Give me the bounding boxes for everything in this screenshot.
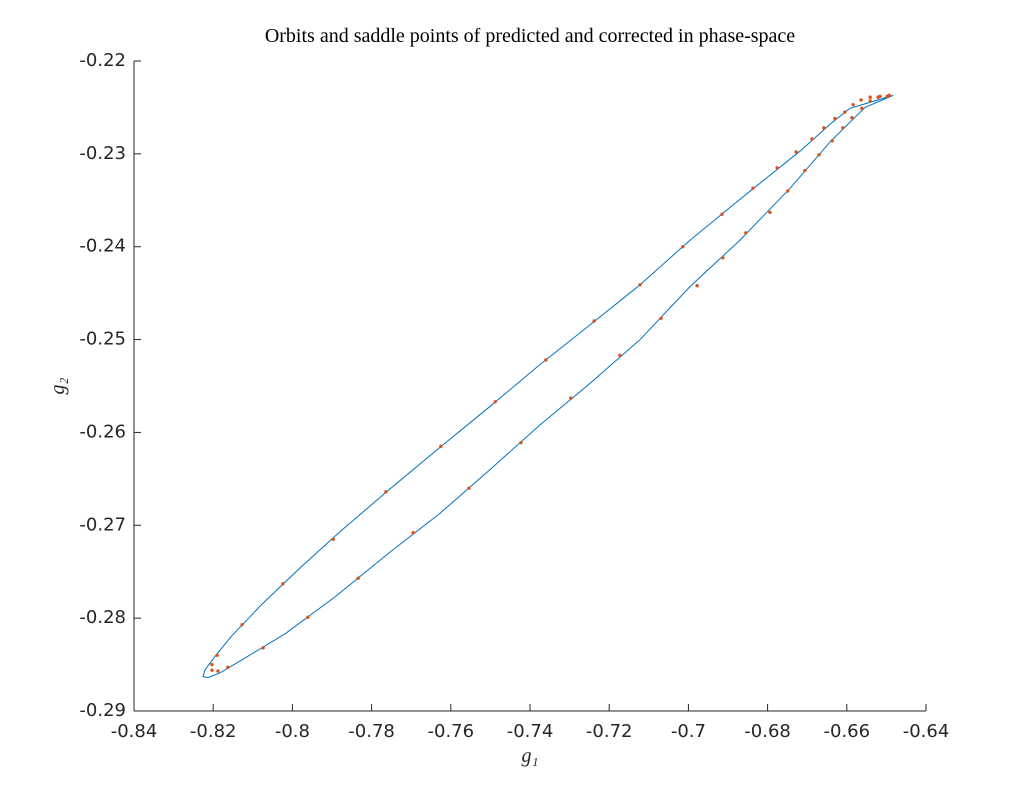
saddle-point <box>744 231 748 235</box>
saddle-point <box>210 662 214 667</box>
saddle-point <box>817 153 821 157</box>
saddle-point <box>876 95 880 99</box>
y-tick-label: -0.25 <box>79 329 126 350</box>
orbit-line <box>202 94 894 679</box>
saddle-point <box>860 106 864 111</box>
x-tick-label: -0.64 <box>903 721 950 742</box>
saddle-point <box>215 653 219 657</box>
saddle-point <box>306 615 310 619</box>
x-axis-label: g₁ <box>522 745 539 767</box>
saddle-point <box>851 102 855 107</box>
saddle-point <box>775 166 779 170</box>
saddle-point <box>803 168 807 173</box>
saddle-point <box>356 576 360 580</box>
saddle-point <box>868 99 872 103</box>
saddle-point <box>768 210 772 215</box>
saddle-point <box>885 94 889 98</box>
y-tick-label: -0.26 <box>79 421 126 442</box>
y-tick-label: -0.22 <box>79 50 126 71</box>
x-tick-label: -0.7 <box>671 721 706 742</box>
saddle-point <box>850 115 854 120</box>
saddle-point <box>859 98 863 102</box>
saddle-point <box>695 284 699 288</box>
saddle-point <box>751 186 755 190</box>
y-tick-label: -0.28 <box>79 607 126 628</box>
x-tick-label: -0.72 <box>586 721 633 742</box>
saddle-point <box>794 150 798 154</box>
saddle-point <box>810 137 814 141</box>
saddle-point <box>569 396 573 400</box>
saddle-point <box>384 490 388 494</box>
x-tick-label: -0.84 <box>111 721 158 742</box>
y-tick-label: -0.29 <box>79 700 126 721</box>
x-tick-label: -0.76 <box>428 721 475 742</box>
saddle-point <box>216 669 220 673</box>
saddle-point <box>843 110 847 114</box>
saddle-point <box>830 139 834 143</box>
saddle-point <box>281 582 285 586</box>
x-tick-label: -0.8 <box>275 721 310 742</box>
saddle-point <box>226 665 230 670</box>
saddle-point <box>638 283 642 287</box>
saddle-point <box>592 319 596 323</box>
x-tick-label: -0.78 <box>348 721 395 742</box>
saddle-point <box>544 358 548 362</box>
saddle-point <box>467 486 471 490</box>
saddle-point <box>411 531 415 535</box>
saddle-point <box>786 189 790 193</box>
saddle-point <box>493 400 497 404</box>
y-tick-label: -0.24 <box>79 236 126 257</box>
x-tick-label: -0.68 <box>744 721 791 742</box>
y-tick-label: -0.23 <box>79 143 126 164</box>
saddle-point <box>331 537 335 541</box>
x-tick-label: -0.82 <box>190 721 237 742</box>
saddle-point <box>439 444 443 449</box>
saddle-point <box>841 126 845 130</box>
saddle-point <box>868 95 872 99</box>
saddle-point <box>261 646 265 650</box>
saddle-point <box>721 256 725 260</box>
saddle-point <box>659 316 663 320</box>
chart-title: Orbits and saddle points of predicted an… <box>265 25 795 47</box>
x-tick-label: -0.74 <box>507 721 554 742</box>
saddle-point <box>240 622 244 627</box>
y-tick-label: -0.27 <box>79 514 126 535</box>
saddle-point <box>822 126 826 130</box>
x-tick-label: -0.66 <box>824 721 871 742</box>
saddle-point <box>210 668 214 672</box>
saddle-point <box>681 245 685 249</box>
saddle-point <box>618 353 622 358</box>
saddle-point <box>519 440 523 445</box>
saddle-point <box>833 116 837 121</box>
saddle-point <box>720 212 724 216</box>
y-axis-label: g₂ <box>47 377 69 394</box>
